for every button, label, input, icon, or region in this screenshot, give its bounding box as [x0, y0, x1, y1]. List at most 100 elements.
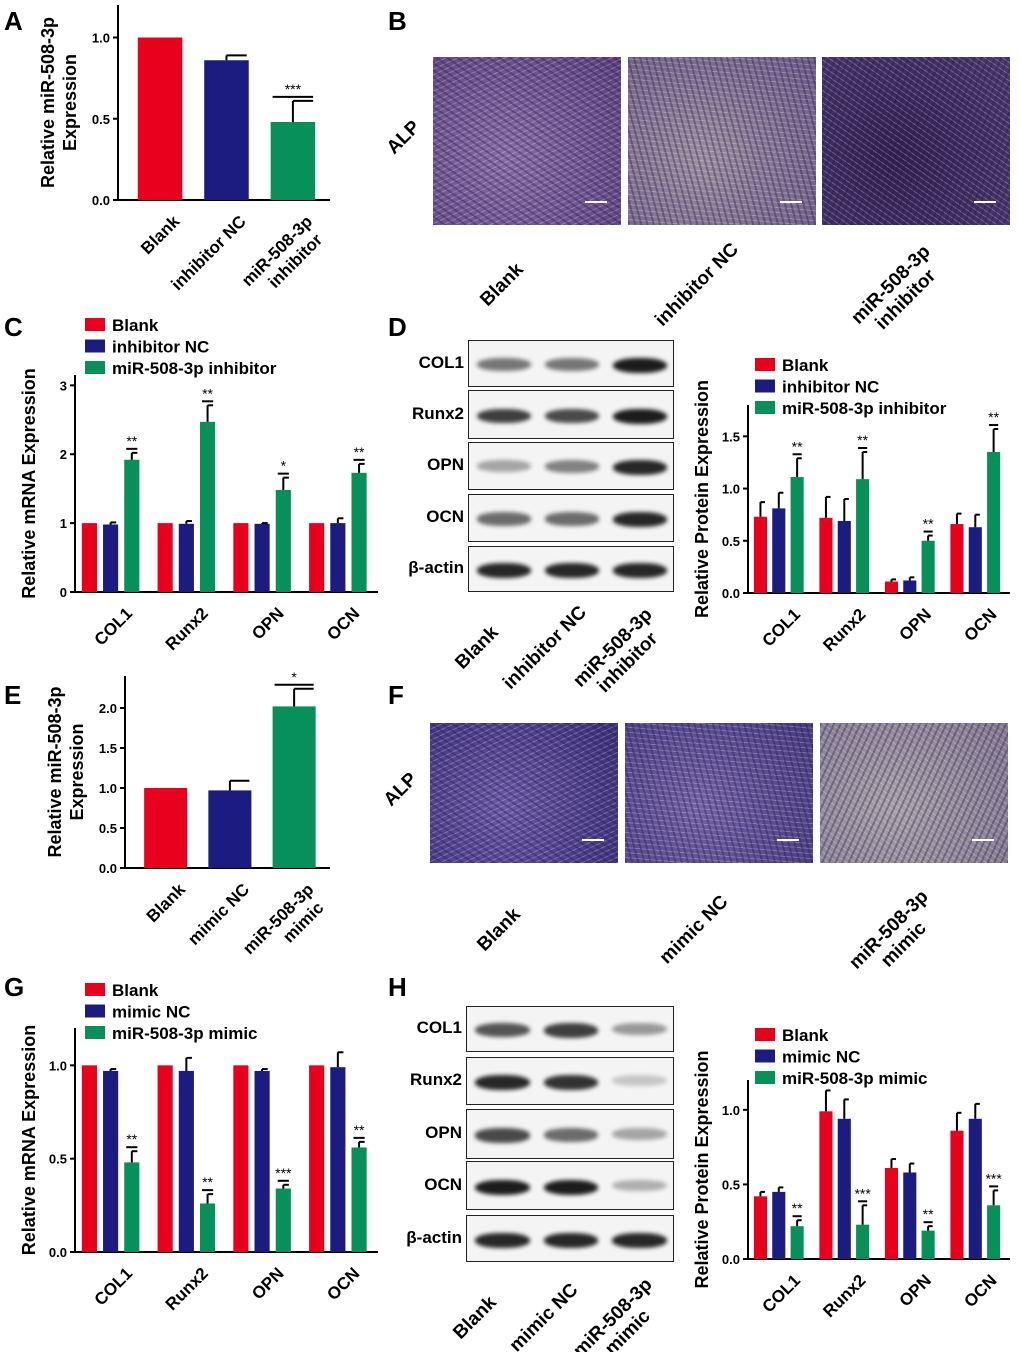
x-tick-label-line: OPN [248, 1264, 287, 1303]
significance-label: *** [275, 1165, 292, 1181]
bar [819, 517, 833, 593]
significance-label: ** [202, 1174, 213, 1190]
protein-band [477, 563, 531, 579]
bar [204, 60, 249, 200]
y-tick-label: 0.0 [722, 586, 740, 601]
legend-swatch [755, 1028, 775, 1041]
significance-label: ** [988, 409, 999, 425]
significance-label: *** [285, 81, 302, 97]
x-tick-label: Blank [137, 211, 184, 258]
protein-band [612, 1128, 667, 1141]
y-tick-label: 0.0 [722, 1252, 740, 1267]
bar [968, 1118, 982, 1259]
y-axis-label: Relative Protein Expression [692, 1050, 712, 1288]
bar [950, 1130, 964, 1259]
y-tick-label: 1.5 [99, 741, 117, 756]
significance-label: ** [202, 385, 213, 401]
legend-swatch [755, 1071, 775, 1084]
x-tick-label-line: COL1 [759, 1271, 804, 1316]
bar [270, 122, 316, 200]
y-tick-label: 0.5 [99, 821, 117, 836]
significance-label: ** [792, 1200, 803, 1216]
protein-band [612, 1179, 667, 1192]
x-tick-label-line: Runx2 [819, 1271, 869, 1321]
bar [921, 540, 935, 593]
significance-label: ** [923, 516, 934, 532]
bar [272, 706, 316, 868]
x-tick-label: OPN [248, 604, 287, 643]
x-tick-label: OCN [323, 1264, 363, 1304]
protein-band [612, 1023, 667, 1036]
scale-bar [974, 201, 996, 203]
x-tick-label-line: OCN [960, 1271, 1000, 1311]
legend-label: miR-508-3p mimic [112, 1024, 258, 1043]
legend-label: Blank [782, 356, 829, 375]
x-tick-label: Runx2 [162, 604, 212, 654]
blot-strip [468, 390, 674, 439]
x-tick-label-line: COL1 [759, 605, 804, 650]
x-tick-label: COL1 [91, 1264, 136, 1309]
x-tick-label: miR-508-3pinhibitor [238, 212, 330, 304]
panel-label-e: E [4, 680, 22, 710]
legend-swatch [85, 339, 105, 353]
scale-bar [582, 839, 604, 841]
legend-swatch [755, 401, 775, 414]
bar [921, 1230, 935, 1259]
x-tick-label: COL1 [759, 605, 804, 650]
x-tick-label: Runx2 [819, 1271, 869, 1321]
x-tick-label: Blank [143, 879, 190, 926]
x-tick-label: Runx2 [819, 605, 869, 655]
y-axis-label: Relative mRNA Expression [19, 1025, 39, 1255]
panel-label-c: C [4, 312, 23, 342]
protein-band [612, 1075, 667, 1087]
y-axis-label: Relative mRNA Expression [19, 368, 39, 598]
bar [856, 1224, 870, 1259]
bar [178, 1070, 194, 1252]
protein-band [475, 1023, 530, 1038]
bar [157, 1065, 173, 1252]
bar [275, 1188, 291, 1252]
legend-label: Blank [112, 316, 159, 335]
y-tick-label: 0.5 [722, 534, 740, 549]
blot-row-label: Runx2 [412, 403, 464, 423]
bar [819, 1111, 833, 1259]
protein-band [545, 357, 599, 371]
blot-row-label: OPN [427, 455, 464, 474]
legend-label: mimic NC [782, 1048, 860, 1067]
bar [772, 508, 786, 593]
alp-micrograph [625, 723, 813, 863]
blot-strip [466, 1006, 674, 1052]
y-axis-label: Expression [60, 54, 80, 151]
scale-bar [777, 839, 799, 841]
protein-band [543, 1128, 599, 1142]
bar [137, 37, 183, 200]
bar [81, 523, 97, 592]
x-tick-label-line: OPN [248, 604, 287, 643]
bar [208, 790, 252, 868]
legend-swatch [85, 318, 105, 331]
blot-strip [468, 442, 674, 490]
significance-label: ** [923, 1206, 934, 1222]
y-tick-label: 2.0 [99, 701, 117, 716]
x-tick-label-line: OPN [896, 1271, 935, 1310]
bar [254, 1070, 270, 1252]
x-tick-label: OPN [896, 605, 935, 644]
y-tick-label: 1.0 [99, 781, 117, 796]
x-tick-label-line: COL1 [91, 604, 136, 649]
blot-row-label: Runx2 [410, 1070, 462, 1089]
y-tick-label: 1.0 [92, 31, 110, 46]
scale-bar [780, 201, 802, 203]
protein-band [475, 1128, 530, 1143]
blot-strip [466, 1057, 674, 1105]
bar [772, 1191, 786, 1259]
legend-label: miR-508-3p inhibitor [782, 399, 947, 418]
alp-micrograph [822, 57, 1010, 225]
scale-bar [585, 201, 607, 203]
bar [987, 1205, 1001, 1259]
y-tick-label: 0.5 [92, 112, 110, 127]
bar [856, 479, 870, 593]
alp-micrograph [820, 723, 1008, 863]
